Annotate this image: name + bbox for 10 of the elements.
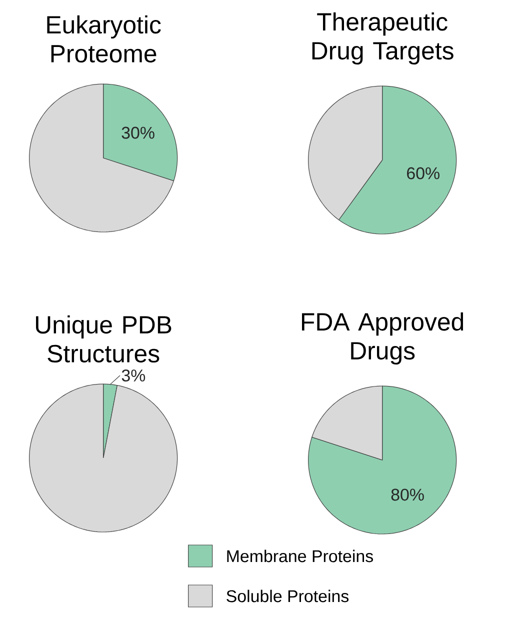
- chart-title: FDA Approved Drugs: [302, 312, 463, 364]
- chart-title: Eukaryotic Proteome: [47, 15, 161, 63]
- chart-title: Therapeutic Drug Targets: [312, 12, 454, 64]
- legend-label: Soluble Proteins: [226, 590, 348, 602]
- legend-label: Membrane Proteins: [227, 550, 373, 562]
- data-label: 60%: [406, 167, 440, 180]
- data-label: 3%: [122, 369, 145, 382]
- data-label: 80%: [391, 488, 424, 501]
- chart-title: Unique PDB Structures: [36, 315, 172, 363]
- data-label: 30%: [122, 126, 154, 139]
